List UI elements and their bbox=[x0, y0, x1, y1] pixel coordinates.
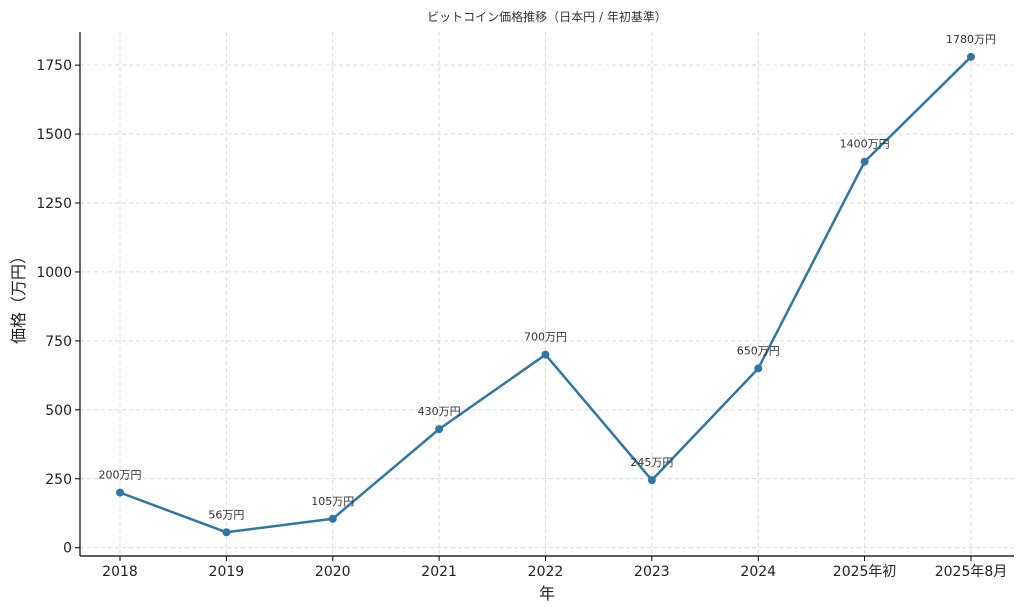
data-label: 1400万円 bbox=[840, 138, 890, 151]
data-label: 700万円 bbox=[524, 331, 567, 344]
series bbox=[116, 52, 975, 537]
data-point bbox=[222, 528, 231, 537]
x-tick-label: 2024 bbox=[740, 564, 776, 580]
y-ticks: 0 250 500 750 1000 1250 1500 1750 bbox=[36, 58, 80, 557]
data-point bbox=[116, 488, 124, 497]
data-point bbox=[435, 425, 444, 434]
x-tick-label: 2020 bbox=[315, 564, 351, 580]
x-tick-label: 2025年初 bbox=[833, 563, 897, 580]
x-ticks: 2018 2019 2020 2021 2022 2023 2024 2025年初 2025年8… bbox=[102, 556, 1007, 580]
y-tick-label: 1500 bbox=[36, 127, 72, 143]
x-tick-label: 2021 bbox=[421, 564, 457, 580]
y-tick-label: 1000 bbox=[36, 265, 72, 281]
data-labels: 200万円 56万円 105万円 430万円 700万円 245万円 650万円 1400万円… bbox=[99, 33, 997, 521]
x-tick-label: 2019 bbox=[209, 564, 245, 580]
y-axis-label: 価格（万円） bbox=[9, 248, 28, 344]
y-tick-label: 1250 bbox=[36, 196, 72, 212]
y-tick-label: 250 bbox=[45, 472, 72, 488]
x-tick-label: 2022 bbox=[528, 564, 564, 580]
x-tick-label: 2023 bbox=[634, 564, 670, 580]
data-label: 650万円 bbox=[737, 344, 780, 357]
axes bbox=[79, 32, 1014, 557]
data-label: 200万円 bbox=[99, 469, 142, 482]
y-tick-label: 750 bbox=[45, 334, 72, 350]
chart-title: ビットコイン価格推移（日本円 / 年初基準） bbox=[427, 9, 667, 24]
data-point bbox=[541, 350, 550, 359]
data-label: 430万円 bbox=[418, 405, 461, 418]
data-label: 105万円 bbox=[311, 495, 354, 508]
x-tick-label: 2025年8月 bbox=[935, 564, 1008, 580]
grid bbox=[80, 32, 1014, 556]
data-label: 1780万円 bbox=[946, 33, 996, 46]
data-point bbox=[754, 364, 763, 373]
y-tick-label: 1750 bbox=[36, 58, 72, 74]
x-axis-label: 年 bbox=[539, 584, 555, 603]
data-point bbox=[967, 52, 975, 61]
data-point bbox=[647, 476, 656, 485]
data-point bbox=[860, 157, 869, 166]
x-tick-label: 2018 bbox=[102, 564, 138, 580]
y-tick-label: 0 bbox=[63, 541, 72, 557]
data-point bbox=[328, 514, 337, 523]
data-label: 245万円 bbox=[630, 456, 673, 469]
y-tick-label: 500 bbox=[45, 403, 72, 419]
data-label: 56万円 bbox=[208, 508, 244, 521]
